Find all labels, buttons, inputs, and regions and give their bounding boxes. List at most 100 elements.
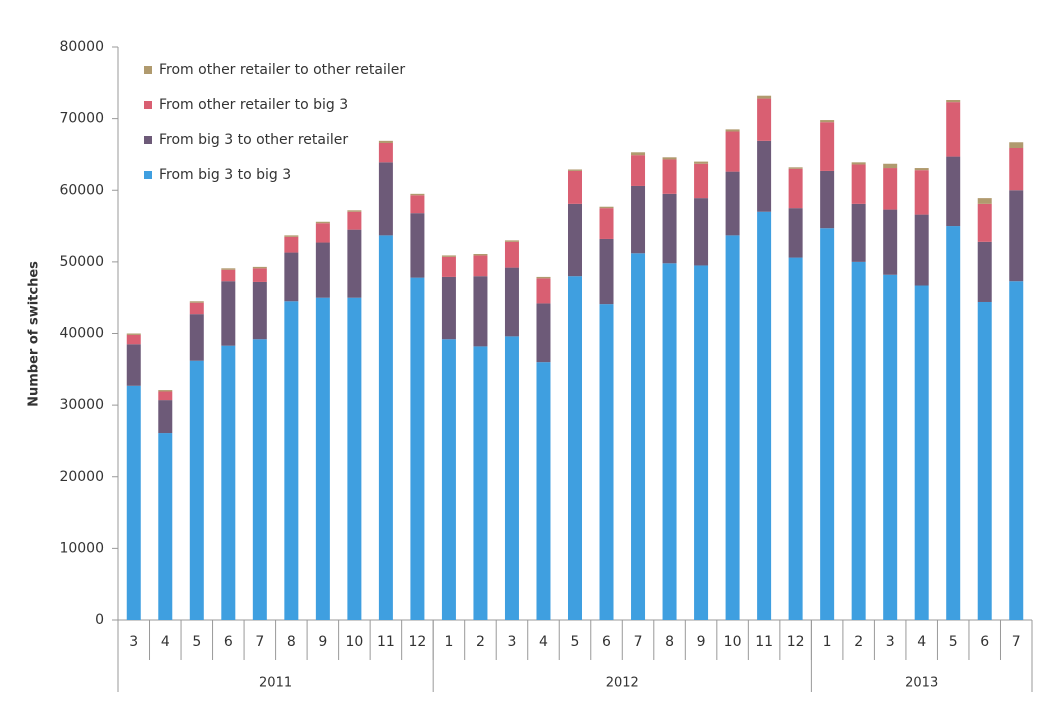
x-tick-label: 4 [539, 634, 548, 650]
bar-segment [536, 362, 551, 620]
bar-segment [347, 297, 362, 620]
bar-segment [536, 276, 551, 279]
bar-segment [725, 171, 740, 236]
bar-segment [441, 256, 456, 277]
y-tick-label: 80000 [59, 39, 104, 55]
bar-segment [883, 168, 898, 210]
bar-segment [347, 210, 362, 212]
bar-segment [284, 301, 299, 620]
bar-segment [410, 195, 425, 214]
bar-segment [189, 302, 204, 315]
bar-segment [441, 255, 456, 257]
bar-segment [126, 385, 141, 620]
bar-segment [126, 333, 141, 335]
x-tick-label: 8 [287, 634, 296, 650]
legend-label: From other retailer to big 3 [159, 97, 348, 113]
bar-segment [757, 95, 772, 99]
bar-segment [914, 285, 929, 620]
bar-segment [662, 263, 677, 620]
x-tick-label: 2 [854, 634, 863, 650]
bar-segment [473, 255, 488, 277]
bar-segment [820, 170, 835, 229]
x-tick-label: 2 [476, 634, 485, 650]
bar-segment [631, 253, 646, 620]
x-tick-label: 9 [318, 634, 327, 650]
x-tick-label: 3 [129, 634, 138, 650]
bar-segment [851, 164, 866, 204]
x-tick-label: 4 [161, 634, 170, 650]
bar-segment [977, 241, 992, 302]
x-tick-label: 9 [697, 634, 706, 650]
bar-segment [599, 304, 614, 620]
bar-segment [158, 400, 173, 434]
x-tick-label: 6 [224, 634, 233, 650]
x-tick-label: 4 [917, 634, 926, 650]
bar-segment [851, 261, 866, 620]
bar-segment [252, 339, 267, 620]
bar-segment [946, 156, 961, 227]
bar-segment [977, 301, 992, 620]
bar-segment [504, 267, 519, 337]
bar-segment [221, 281, 236, 346]
bar-segment [378, 142, 393, 163]
bar-segment [851, 162, 866, 165]
y-axis-label: Number of switches [27, 261, 42, 407]
bar-segment [347, 229, 362, 298]
bar-segment [851, 203, 866, 262]
bar-segment [410, 213, 425, 278]
bar-segment [347, 211, 362, 230]
bar-segment [694, 198, 709, 266]
legend-label: From other retailer to other retailer [159, 62, 405, 78]
bar-segment [221, 345, 236, 620]
bar-segment [788, 257, 803, 620]
bar-segment [158, 433, 173, 620]
legend-swatch [144, 171, 152, 179]
bar-segment [946, 102, 961, 157]
bar-segment [662, 159, 677, 194]
bar-segment [757, 140, 772, 212]
bar-segment [504, 240, 519, 242]
bar-segment [883, 209, 898, 275]
x-tick-label: 3 [886, 634, 895, 650]
legend-swatch [144, 66, 152, 74]
bar-segment [221, 268, 236, 270]
bar-segment [599, 238, 614, 305]
bar-segment [820, 228, 835, 620]
x-tick-label: 1 [444, 634, 453, 650]
x-tick-label: 5 [192, 634, 201, 650]
x-tick-label: 10 [345, 634, 363, 650]
bar-segment [599, 206, 614, 209]
bar-segment [252, 266, 267, 269]
y-tick-label: 0 [95, 612, 104, 628]
x-tick-label: 10 [724, 634, 742, 650]
bar-segment [189, 360, 204, 620]
legend-label: From big 3 to other retailer [159, 132, 348, 148]
bar-segment [946, 226, 961, 620]
bar-segment [158, 390, 173, 392]
bar-segment [284, 235, 299, 237]
bar-segment [631, 155, 646, 186]
bar-segment [725, 129, 740, 132]
bar-segment [694, 161, 709, 164]
bar-segment [725, 131, 740, 172]
x-tick-label: 7 [1012, 634, 1021, 650]
bar-segment [977, 198, 992, 204]
bar-segment [599, 208, 614, 239]
bar-segment [473, 253, 488, 256]
bar-segment [410, 277, 425, 620]
x-tick-label: 11 [377, 634, 395, 650]
bar-segment [252, 268, 267, 282]
x-tick-label: 7 [634, 634, 643, 650]
legend-swatch [144, 101, 152, 109]
bar-segment [1009, 142, 1024, 148]
bar-segment [788, 167, 803, 169]
legend-swatch [144, 136, 152, 144]
bar-segment [631, 152, 646, 156]
bar-segment [221, 269, 236, 282]
bar-segment [1009, 281, 1024, 620]
bar-segment [568, 170, 582, 204]
bar-segment [378, 235, 393, 620]
bar-segment [725, 235, 740, 620]
x-tick-label: 1 [823, 634, 832, 650]
